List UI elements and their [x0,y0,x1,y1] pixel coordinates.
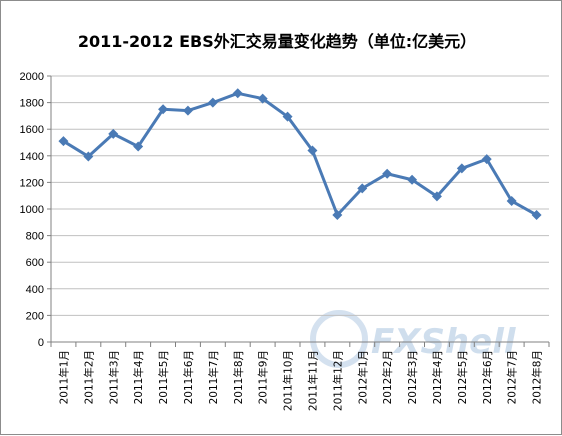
data-point [357,183,368,194]
data-point [456,163,467,174]
data-point [382,168,393,179]
x-tick-label: 2012年4月 [431,350,444,404]
y-tick-label: 1600 [20,124,44,136]
x-tick-label: 2012年8月 [531,350,544,404]
data-point [232,88,243,99]
y-axis-tick-labels: 0 200 400 600 800 1000 1200 1400 1600 1800 2000 [20,71,44,349]
gridlines [51,75,549,316]
x-tick-label: 2012年5月 [456,350,469,404]
x-tick-label: 2011年7月 [207,350,220,404]
data-point [83,151,94,162]
y-tick-label: 1800 [20,98,44,110]
data-point [58,136,69,147]
x-tick-label: 2011年6月 [182,350,195,404]
y-tick-label: 0 [38,337,44,349]
x-tick-label: 2011年3月 [107,350,120,404]
watermark-ring-icon [310,310,368,368]
data-point [506,196,517,207]
y-tick-label: 600 [26,257,44,269]
data-point [332,209,343,220]
x-tick-label: 2012年6月 [481,350,494,404]
y-tick-label: 200 [26,310,44,322]
x-tick-label: 2012年3月 [406,350,419,404]
data-point [282,111,293,122]
data-point [182,105,193,116]
data-point [407,174,418,185]
data-point [531,209,542,220]
y-tick-label: 1400 [20,151,44,163]
x-tick-label: 2012年1月 [356,350,369,404]
x-tick-label: 2012年7月 [506,350,519,404]
x-tick-label: 2011年10月 [282,350,295,411]
y-tick-label: 1200 [20,177,44,189]
data-point [207,97,218,108]
x-tick-label: 2011年5月 [157,350,170,404]
data-point [108,128,119,139]
data-point [431,191,442,202]
x-tick-label: 2011年11月 [306,350,319,411]
x-axis-tick-labels: 2011年1月 2011年2月 2011年3月 2011年4月 2011年5月 2011年… [57,350,543,411]
data-point [481,154,492,165]
x-tick-label: 2011年1月 [57,350,70,404]
x-tick-label: 2011年9月 [257,350,270,404]
y-tick-label: 800 [26,231,44,243]
data-point [307,145,318,156]
x-tick-label: 2012年2月 [381,350,394,404]
data-point [158,104,169,115]
y-tick-label: 1000 [20,204,44,216]
y-tick-label: 2000 [20,71,44,83]
x-tick-label: 2011年12月 [331,350,344,411]
axes [47,75,550,347]
x-tick-label: 2011年2月 [82,350,95,404]
x-tick-label: 2011年4月 [132,350,145,404]
data-series [58,88,542,220]
series-line [62,91,538,217]
chart-title: 2011-2012 EBS外汇交易量变化趋势（单位:亿美元） [78,32,476,51]
data-point [257,93,268,104]
x-tick-label: 2011年8月 [232,350,245,404]
data-point [133,141,144,152]
y-tick-label: 400 [26,284,44,296]
